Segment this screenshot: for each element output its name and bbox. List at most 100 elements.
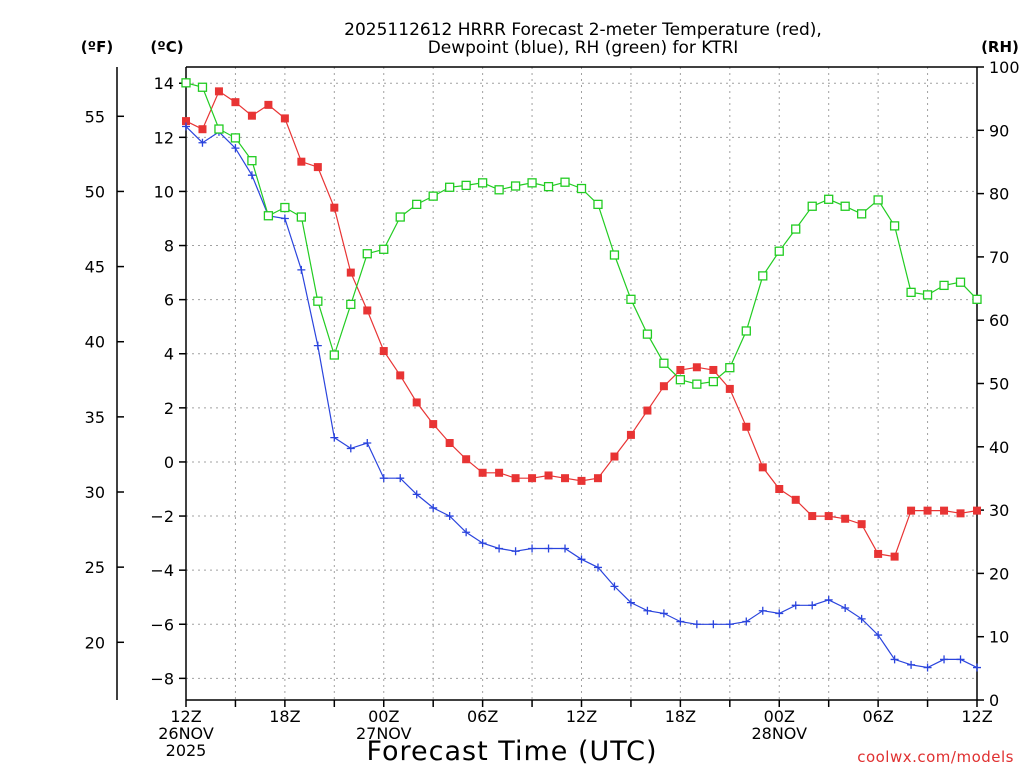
data-point bbox=[940, 655, 949, 664]
x-axis-label: Forecast Time (UTC) bbox=[366, 736, 657, 767]
data-point bbox=[807, 201, 817, 211]
data-point bbox=[346, 444, 355, 453]
data-point bbox=[741, 326, 751, 336]
data-point bbox=[428, 191, 438, 201]
data-point bbox=[511, 547, 520, 556]
data-point bbox=[874, 631, 883, 640]
data-point bbox=[462, 528, 471, 537]
data-point bbox=[495, 544, 504, 553]
data-point bbox=[445, 512, 454, 521]
data-point bbox=[346, 299, 356, 310]
data-point bbox=[313, 296, 323, 306]
x-tick-label: 06Z bbox=[467, 707, 498, 726]
data-point bbox=[412, 398, 421, 407]
data-point bbox=[659, 382, 668, 391]
data-point bbox=[561, 544, 570, 553]
data-point bbox=[643, 406, 652, 415]
data-point bbox=[544, 544, 553, 553]
data-point bbox=[643, 606, 652, 615]
data-point bbox=[280, 202, 290, 213]
data-point bbox=[528, 474, 537, 483]
x-tick-label: 00Z bbox=[764, 707, 795, 726]
axes bbox=[116, 66, 978, 701]
fahrenheit-tick-label: 35 bbox=[85, 408, 105, 427]
rh-tick-label: 20 bbox=[989, 564, 1009, 583]
data-point bbox=[330, 203, 339, 212]
celsius-unit-label: (ºC) bbox=[150, 38, 183, 56]
data-point bbox=[198, 125, 207, 134]
celsius-tick-label: 14 bbox=[154, 74, 174, 93]
fahrenheit-tick-label: 45 bbox=[85, 258, 105, 277]
data-point bbox=[510, 181, 521, 191]
data-point bbox=[379, 244, 389, 254]
data-point bbox=[659, 358, 669, 368]
data-point bbox=[626, 598, 635, 607]
data-point bbox=[856, 209, 867, 219]
rh-tick-label: 90 bbox=[989, 121, 1009, 140]
rh-tick-label: 50 bbox=[989, 375, 1009, 394]
data-point bbox=[297, 157, 306, 166]
x-tick-label: 12Z bbox=[170, 707, 201, 726]
data-point bbox=[363, 439, 372, 448]
rh-tick-label: 40 bbox=[989, 438, 1009, 457]
celsius-tick-label: −4 bbox=[150, 561, 174, 580]
data-point bbox=[576, 183, 587, 194]
fahrenheit-unit-label: (ºF) bbox=[81, 38, 113, 56]
data-point bbox=[758, 606, 767, 615]
data-point bbox=[642, 329, 653, 339]
x-tick-label: 18Z bbox=[665, 707, 696, 726]
data-point bbox=[461, 180, 471, 191]
data-point bbox=[709, 620, 718, 629]
data-point bbox=[758, 463, 767, 472]
fahrenheit-tick-label: 55 bbox=[85, 107, 105, 126]
data-point bbox=[214, 124, 224, 134]
data-point bbox=[808, 512, 817, 521]
celsius-tick-label: 8 bbox=[164, 237, 174, 256]
data-point bbox=[775, 609, 784, 618]
data-point bbox=[445, 439, 454, 448]
rh-tick-label: 10 bbox=[989, 628, 1009, 647]
data-point bbox=[775, 485, 784, 493]
data-point bbox=[593, 474, 602, 483]
data-point bbox=[429, 420, 438, 429]
data-point bbox=[890, 655, 899, 664]
title-line: Dewpoint (blue), RH (green) for KTRI bbox=[428, 38, 739, 58]
x-tick-label: 28NOV bbox=[751, 724, 807, 743]
data-point bbox=[577, 555, 586, 564]
x-tick-label: 12Z bbox=[566, 707, 597, 726]
rh-tick-label: 60 bbox=[989, 311, 1009, 330]
data-point bbox=[412, 199, 422, 210]
rh-tick-label: 80 bbox=[989, 185, 1009, 204]
data-point bbox=[676, 617, 685, 626]
data-point bbox=[182, 122, 190, 131]
data-point bbox=[396, 371, 405, 380]
data-point bbox=[527, 178, 537, 188]
fahrenheit-tick-label: 30 bbox=[85, 483, 105, 502]
data-point bbox=[330, 433, 339, 442]
data-point bbox=[429, 503, 438, 512]
data-point bbox=[231, 98, 240, 107]
data-point bbox=[561, 474, 570, 483]
series-plus bbox=[182, 122, 981, 672]
data-point bbox=[296, 212, 307, 222]
data-point bbox=[247, 111, 256, 120]
data-point bbox=[478, 468, 487, 477]
data-point bbox=[709, 365, 718, 374]
data-point bbox=[906, 287, 916, 297]
data-point bbox=[808, 601, 817, 610]
data-point bbox=[610, 582, 619, 591]
data-point bbox=[379, 474, 388, 483]
data-point bbox=[363, 306, 372, 315]
data-point bbox=[889, 221, 900, 231]
rh-tick-label: 70 bbox=[989, 248, 1009, 267]
data-point bbox=[956, 509, 965, 518]
data-point bbox=[593, 563, 602, 572]
data-point bbox=[379, 347, 388, 356]
data-point bbox=[742, 617, 751, 626]
celsius-tick-label: 10 bbox=[154, 182, 174, 201]
data-point bbox=[626, 430, 635, 439]
rh-unit-label: (RH) bbox=[981, 38, 1019, 56]
rh-tick-label: 30 bbox=[989, 501, 1009, 520]
fahrenheit-tick-label: 25 bbox=[85, 558, 105, 577]
celsius-tick-label: −2 bbox=[150, 507, 174, 526]
